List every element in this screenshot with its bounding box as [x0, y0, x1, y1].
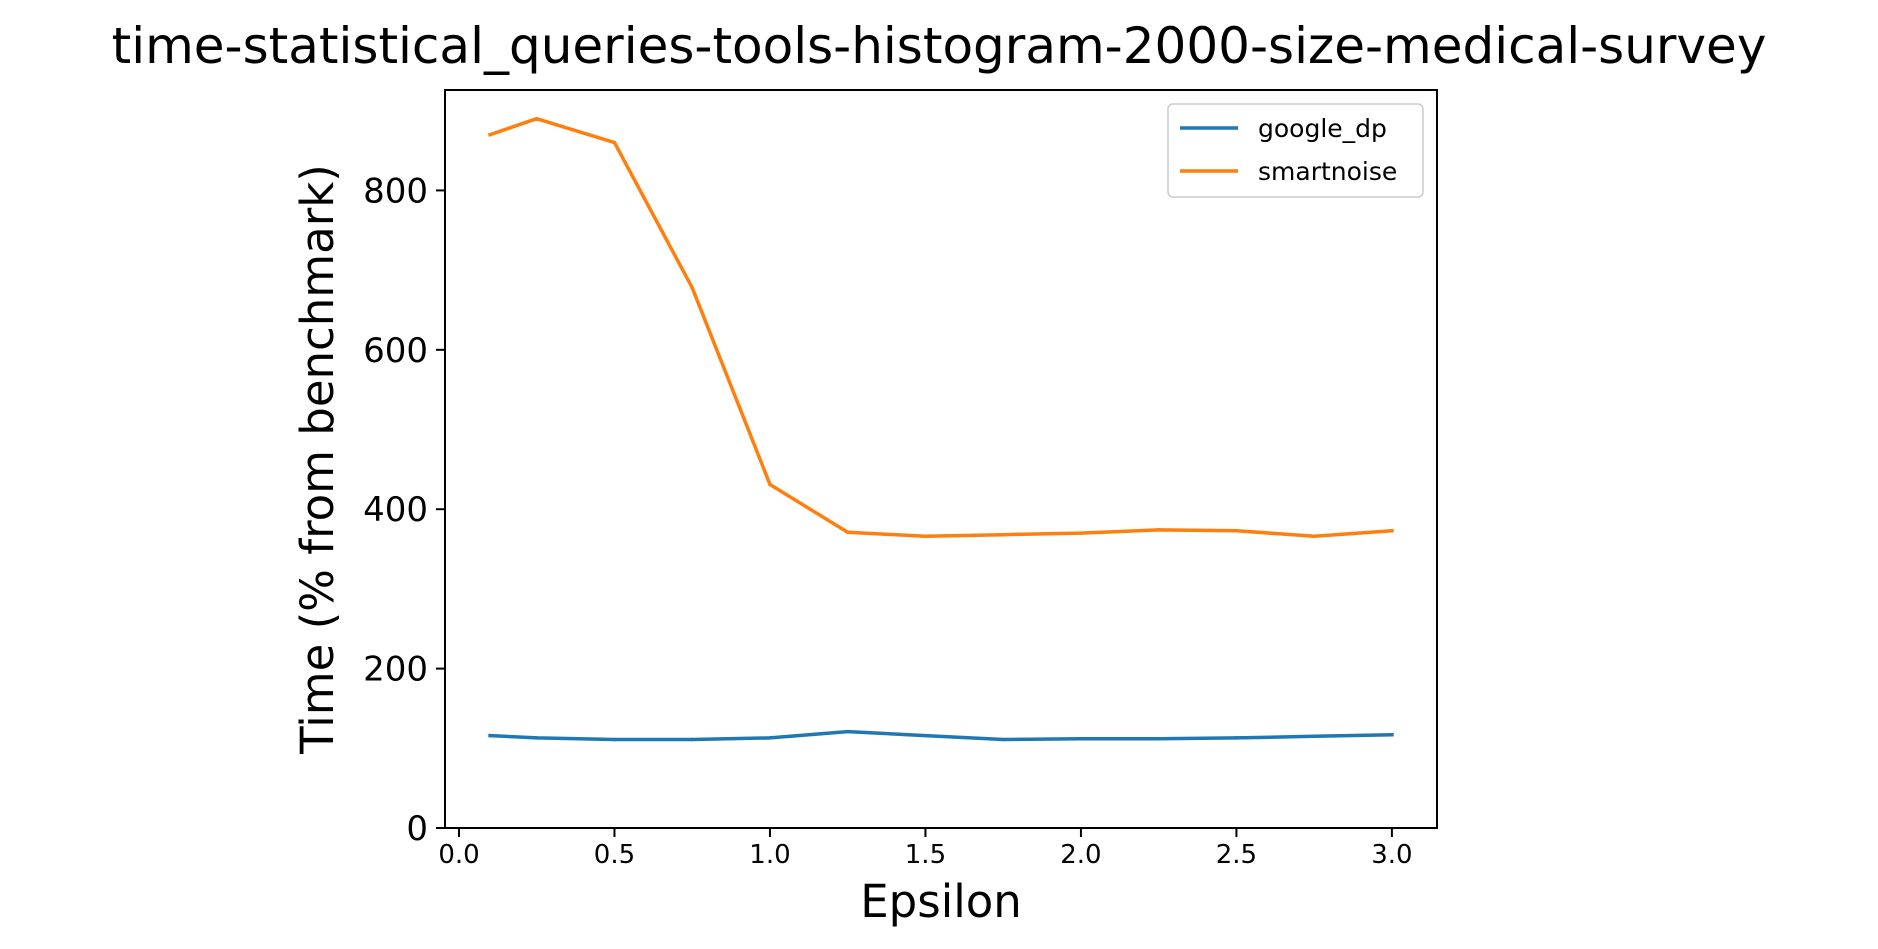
- x-tick-label: 0.0: [438, 840, 479, 870]
- x-tick-label: 3.0: [1371, 840, 1412, 870]
- x-tick-label: 2.5: [1216, 840, 1257, 870]
- data-point-smartnoise-3: [690, 285, 694, 290]
- chart-title: time-statistical_queries-tools-histogram…: [112, 17, 1767, 75]
- data-point-google_dp-3: [690, 737, 694, 742]
- x-tick-label: 1.5: [905, 840, 946, 870]
- data-point-smartnoise-4: [768, 482, 772, 487]
- data-point-google_dp-4: [768, 736, 772, 740]
- legend: google_dp smartnoise: [1167, 103, 1424, 198]
- y-tick-label: 0: [406, 809, 428, 849]
- data-point-google_dp-6: [923, 733, 928, 738]
- data-point-google_dp-1: [534, 736, 539, 740]
- data-point-smartnoise-0: [488, 132, 492, 137]
- series-layer: [487, 116, 1394, 742]
- legend-label-smartnoise: smartnoise: [1258, 157, 1397, 186]
- y-axis: 0 200 400 600 800: [363, 171, 445, 849]
- data-point-google_dp-2: [612, 737, 617, 742]
- x-tick-label: 1.0: [749, 840, 790, 870]
- y-axis-label: Time (% from benchmark): [291, 164, 344, 755]
- plot-frame: [444, 89, 1438, 829]
- data-point-google_dp-10: [1234, 736, 1239, 740]
- data-point-smartnoise-1: [534, 116, 539, 121]
- data-point-google_dp-11: [1312, 734, 1316, 739]
- data-point-smartnoise-5: [845, 530, 850, 535]
- plot-area: [444, 89, 1438, 829]
- x-tick-label: 0.5: [594, 840, 635, 870]
- data-point-google_dp-0: [488, 733, 492, 738]
- y-tick-label: 600: [363, 331, 428, 371]
- data-point-smartnoise-12: [1390, 528, 1394, 533]
- y-tick-label: 800: [363, 171, 428, 211]
- data-point-google_dp-5: [845, 729, 850, 734]
- data-point-smartnoise-6: [923, 534, 928, 539]
- x-axis-label: Epsilon: [860, 875, 1022, 928]
- data-point-smartnoise-7: [1001, 532, 1005, 537]
- data-point-smartnoise-10: [1234, 528, 1239, 533]
- x-tick-label: 2.0: [1060, 840, 1101, 870]
- y-tick-label: 400: [363, 490, 428, 530]
- data-point-smartnoise-9: [1156, 528, 1161, 532]
- x-axis: 0.0 0.5 1.0 1.5 2.0 2.5 3.0: [438, 828, 1413, 870]
- data-point-smartnoise-8: [1079, 531, 1083, 535]
- legend-label-google_dp: google_dp: [1258, 114, 1387, 143]
- data-point-google_dp-9: [1156, 736, 1161, 741]
- data-point-google_dp-12: [1390, 733, 1394, 737]
- data-point-google_dp-8: [1079, 736, 1083, 741]
- data-point-google_dp-7: [1001, 737, 1005, 742]
- data-point-smartnoise-11: [1312, 534, 1316, 539]
- y-tick-label: 200: [363, 650, 428, 690]
- data-point-smartnoise-2: [612, 140, 617, 145]
